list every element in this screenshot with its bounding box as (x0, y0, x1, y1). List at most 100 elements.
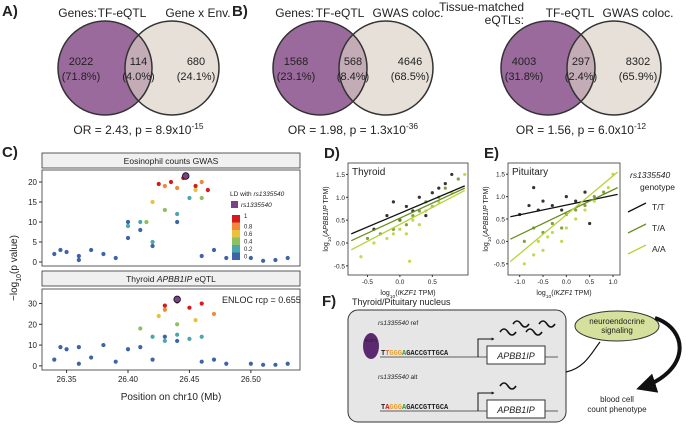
snp-point (199, 359, 204, 364)
venn-percent: (31.8%) (505, 71, 544, 83)
x-tick-label: 26.40 (118, 375, 139, 384)
strip-title-part: Thyroid (126, 274, 157, 284)
phenotype-label: blood cell (600, 395, 634, 404)
y-axis-label: −log10(p value) (9, 235, 23, 301)
sample-point (456, 177, 460, 181)
y-axis-label-part: log (483, 242, 490, 251)
sample-point (574, 217, 578, 221)
strip-title: Thyroid APBB1IP eQTL (126, 274, 216, 284)
diagram-title: Thyroid/Pituitary nucleus (352, 297, 451, 307)
panel-title: Pituitary (512, 167, 548, 178)
sample-point (532, 253, 536, 257)
venn-percent: (2.4%) (565, 71, 597, 83)
snp-point (199, 334, 204, 339)
snp-point (58, 345, 63, 350)
snp-point (101, 342, 106, 348)
venn-count: 114 (130, 56, 148, 68)
snp-point (58, 247, 63, 253)
tf-protein (363, 333, 379, 359)
y-axis-label-part: ( (323, 234, 330, 237)
sample-point (391, 200, 396, 204)
snp-point (261, 258, 266, 263)
panel-label: A) (2, 3, 18, 20)
mrna (512, 320, 530, 328)
x-tick-label: -1.0 (514, 279, 526, 286)
sample-point (541, 199, 545, 203)
snp-point (138, 227, 143, 233)
snp-point (125, 347, 131, 352)
snp-point (199, 253, 204, 259)
strip (41, 270, 301, 287)
sequence-part: T (385, 350, 389, 358)
snp-point (156, 181, 161, 187)
sequence-part: A (402, 404, 407, 412)
sequence-part: GGG (389, 350, 402, 358)
legend-label: 1 (244, 214, 248, 220)
snp-point (162, 307, 167, 312)
snp-point (101, 251, 106, 257)
snp-point (211, 311, 217, 317)
y-tick-label: 5 (33, 238, 38, 247)
venn-set-label: GWAS coloc. (373, 6, 444, 20)
snp-point (175, 338, 180, 344)
plot-frame (347, 162, 469, 276)
x-tick-label: 1.0 (608, 279, 617, 286)
venn-percent: (4.0%) (122, 71, 154, 83)
y-tick-label: 0 (33, 258, 38, 267)
x-tick-label: 26.45 (179, 375, 200, 384)
mrna (538, 320, 556, 328)
sample-point (408, 259, 412, 263)
allele-label: rs1335540 ref (378, 320, 418, 327)
venn-outline (566, 20, 662, 116)
snp-point (199, 195, 204, 201)
sample-point (602, 190, 606, 194)
sample-point (574, 208, 578, 212)
venn-percent: (24.1%) (177, 71, 216, 83)
snp-point (175, 211, 180, 217)
panel-title: Thyroid (352, 167, 385, 178)
venn-set-label: Gene x Env. (165, 6, 230, 20)
sample-point (522, 239, 526, 243)
x-tick-label: 0.0 (395, 279, 404, 286)
x-tick-label: 0.5 (428, 279, 437, 286)
snp-point (138, 326, 143, 331)
snp-point (150, 243, 155, 249)
venn-outline (57, 20, 153, 116)
venn-heading: Genes: (275, 6, 314, 20)
venn-count: 4646 (398, 56, 422, 68)
sample-point (564, 195, 568, 199)
venn-circle (125, 21, 219, 115)
snp-point (113, 359, 118, 364)
snp-point (138, 345, 143, 350)
sample-point (417, 195, 421, 199)
y-axis-label-part: log (323, 242, 330, 251)
sample-point (450, 172, 454, 177)
y-tick-label: 0 (33, 362, 38, 371)
y-axis-label-part: APBB1IP (483, 205, 490, 236)
venn-count: 8302 (626, 56, 650, 68)
legend-swatch (232, 222, 240, 230)
x-axis-label-part: 10 (546, 294, 552, 300)
legend-label: rs1335540 (241, 202, 272, 209)
venn-stat-part: -36 (406, 121, 418, 131)
sample-point (560, 239, 564, 243)
snp-point (224, 361, 229, 366)
snp-point (125, 235, 131, 241)
legend-label: 0.2 (244, 247, 253, 253)
snp-point (162, 338, 167, 344)
sequence-part: T (381, 350, 385, 358)
sample-point (588, 221, 592, 226)
snp-point (156, 313, 161, 319)
venn-count: 568 (344, 56, 362, 68)
sample-point (583, 190, 587, 194)
venn-stat: OR = 1.56, p = 6.0x10-12 (516, 121, 647, 137)
phenotype-arrow (636, 316, 682, 393)
x-axis-label: Position on chr10 (Mb) (121, 392, 222, 403)
sample-point (522, 262, 526, 266)
strip-title: Eosinophil counts GWAS (124, 156, 219, 166)
phenotype-label: count phenotype (587, 405, 647, 414)
y-tick-label: 0.5 (496, 217, 505, 224)
signal-node (574, 310, 660, 342)
sample-point (463, 172, 467, 177)
plot-frame (41, 169, 301, 267)
